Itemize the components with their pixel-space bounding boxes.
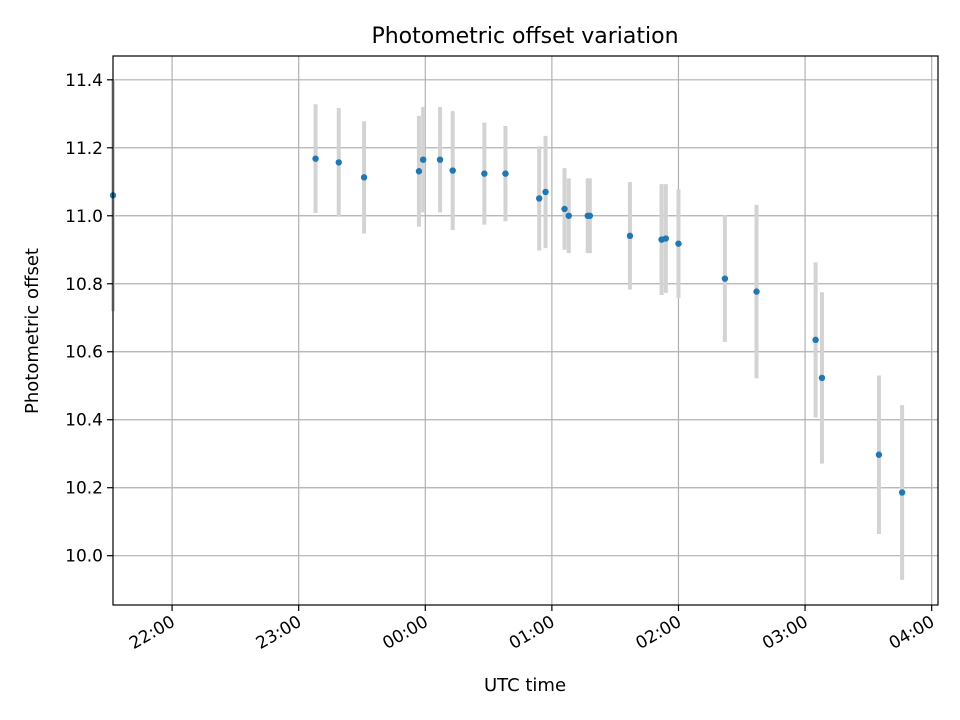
data-point	[481, 170, 488, 177]
data-point	[675, 240, 682, 247]
y-tick-label: 11.2	[65, 139, 103, 159]
y-axis-ticks: 10.0 10.2 10.4 10.6 10.8 11.0 11.2 11.4	[65, 71, 113, 567]
data-point	[818, 374, 826, 382]
data-point	[449, 167, 456, 174]
plot-frame	[112, 55, 939, 606]
data-point	[875, 451, 883, 458]
data-point	[436, 156, 444, 163]
chart-title: Photometric offset variation	[371, 24, 678, 49]
data-point	[626, 232, 634, 240]
data-point	[536, 195, 543, 202]
data-point	[502, 170, 509, 177]
data-point	[561, 205, 568, 213]
x-axis-label: UTC time	[484, 675, 566, 696]
data-point	[565, 212, 572, 219]
data-point	[419, 156, 427, 163]
data-point	[312, 155, 319, 162]
y-axis-label: Photometric offset	[22, 248, 43, 414]
data-point	[812, 336, 819, 344]
y-tick-label: 10.2	[65, 479, 103, 499]
y-tick-label: 10.0	[65, 547, 103, 567]
data-point	[898, 489, 906, 496]
data-point	[586, 212, 594, 219]
data-point	[753, 288, 760, 295]
data-point	[360, 174, 368, 181]
data-point	[415, 168, 423, 175]
grid-lines	[113, 56, 938, 605]
data-point	[542, 188, 549, 196]
y-tick-label: 11.0	[65, 207, 103, 227]
data-point	[721, 275, 729, 282]
y-tick-label: 10.8	[65, 275, 103, 295]
y-tick-label: 10.6	[65, 343, 103, 363]
data-point	[335, 159, 342, 166]
y-tick-label: 10.4	[65, 411, 103, 431]
data-points	[109, 155, 906, 496]
data-point	[662, 235, 670, 242]
y-tick-label: 11.4	[65, 71, 103, 91]
